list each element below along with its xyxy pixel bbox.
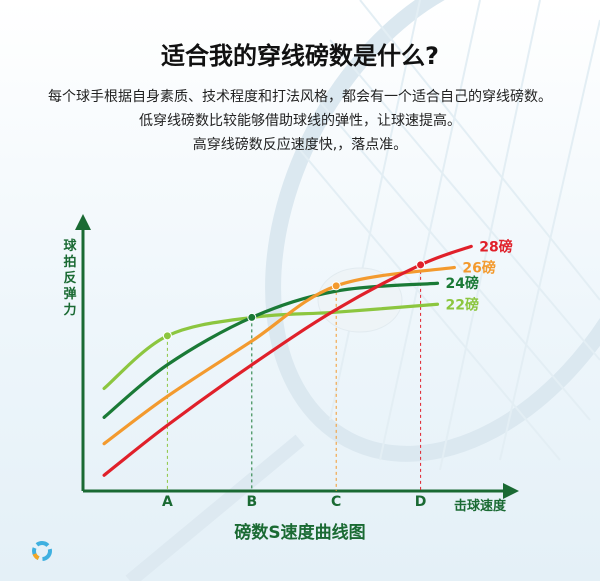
y-axis-arrow-icon [75,214,91,230]
series-label-28磅: 28磅 [479,238,512,255]
brand-logo-icon [32,541,52,561]
x-axis-label: 击球速度 [454,498,507,514]
x-tick-label-D: D [415,494,427,510]
series-marker-28磅 [416,260,426,270]
x-axis-arrow-icon [503,483,519,499]
chart-caption: 磅数S速度曲线图 [234,523,366,543]
series-label-26磅: 26磅 [462,259,495,276]
x-tick-label-C: C [331,494,341,510]
series-marker-24磅 [247,312,257,322]
series-marker-26磅 [331,281,341,291]
page-title: 适合我的穿线磅数是什么? [161,42,439,70]
series-label-24磅: 24磅 [445,275,478,292]
x-tick-label-A: A [162,494,173,510]
series-marker-22磅 [162,331,172,341]
y-axis-label: 球拍反弹力 [63,238,77,318]
description-line-2: 低穿线磅数比较能够借助球线的弹性，让球速提高。 [139,113,461,129]
x-tick-label-B: B [246,494,257,510]
series-label-22磅: 22磅 [445,296,478,313]
series-line-26磅 [102,265,456,446]
description-line-1: 每个球手根据自身素质、技术程度和打法风格，都会有一个适合自己的穿线磅数。 [48,89,552,105]
description-line-3: 高穿线磅数反应速度快,，落点准。 [192,137,408,153]
series-line-28磅 [102,244,473,477]
